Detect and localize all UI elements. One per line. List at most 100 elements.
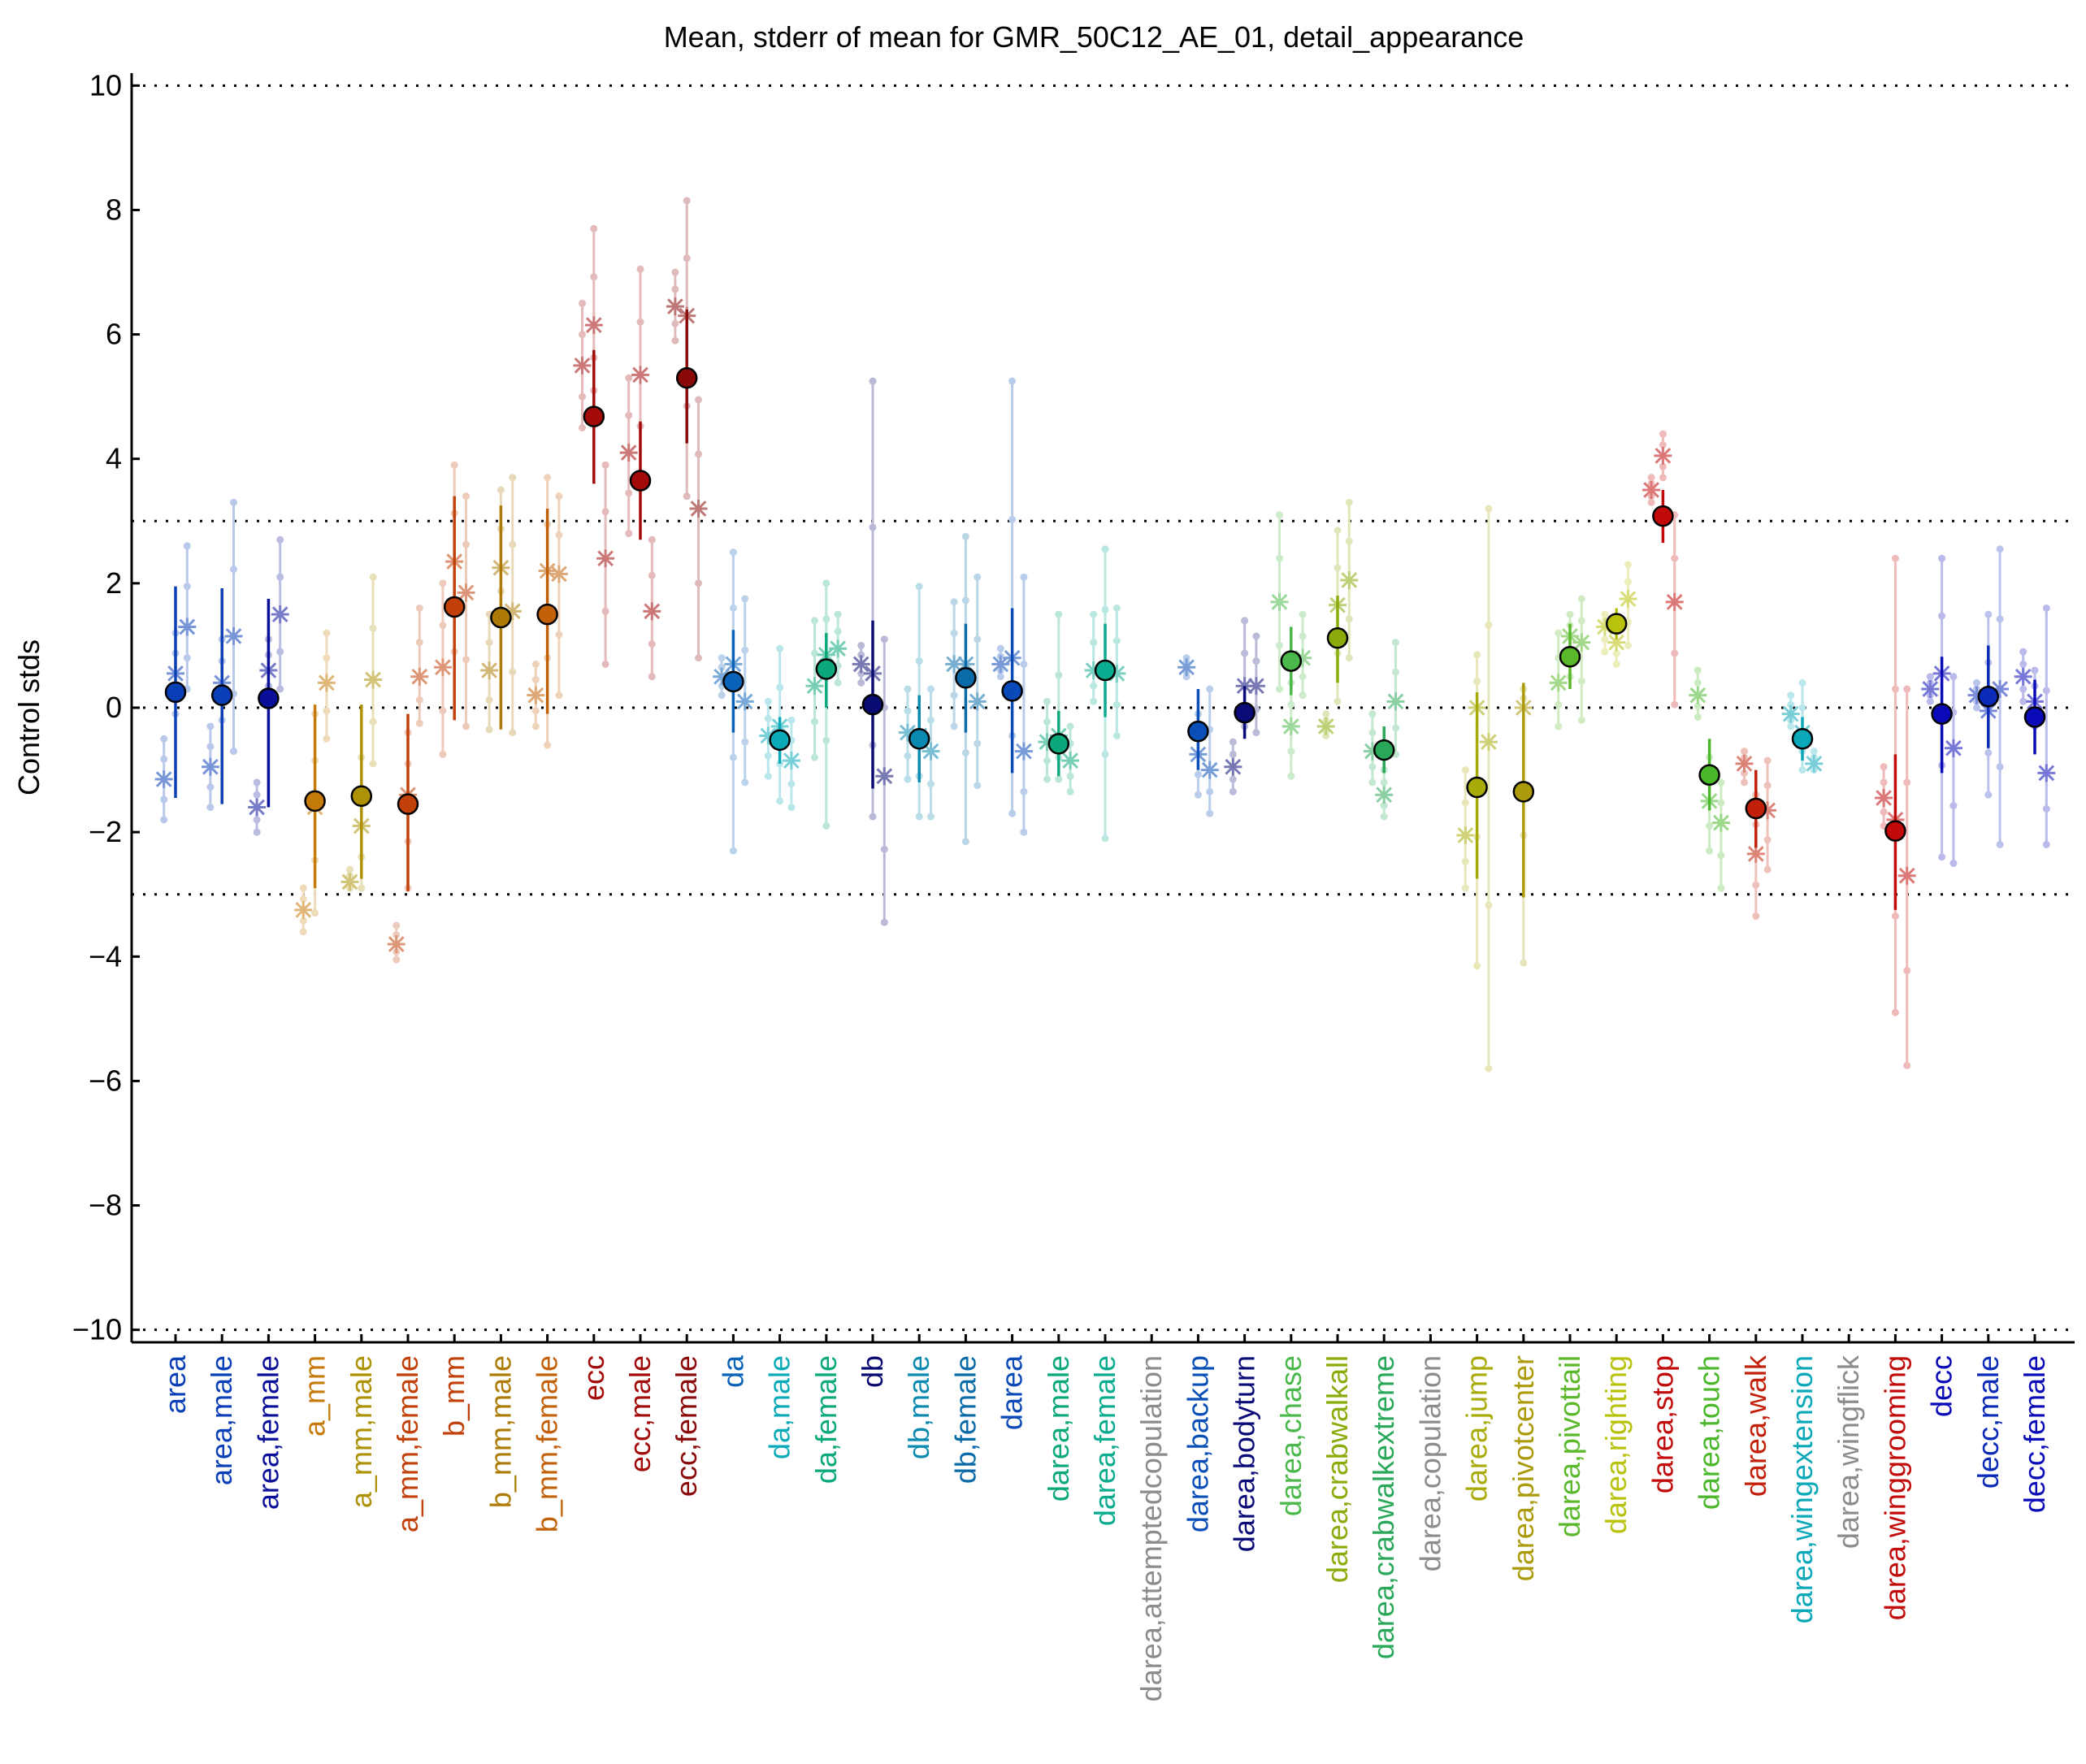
experiment-sample-dot <box>2042 804 2050 813</box>
experiment-sample-dot <box>392 921 401 930</box>
experiment-sample-dot <box>1926 697 1934 705</box>
experiment-sample-dot <box>974 782 982 790</box>
experiment-sample-dot <box>729 847 737 855</box>
x-tick-label: db <box>856 1355 889 1388</box>
experiment-sample-dot <box>1090 610 1098 618</box>
x-tick-label: db,male <box>902 1355 935 1459</box>
mean-marker <box>304 790 326 813</box>
experiment-sample-dot <box>579 423 586 431</box>
experiment-sample-dot <box>1112 637 1121 645</box>
experiment-sample-dot <box>1949 802 1958 810</box>
experiment-sample-dot <box>1694 702 1702 710</box>
category-group <box>1224 617 1265 795</box>
experiment-sample-dot <box>950 691 958 700</box>
x-tick-label: darea,male <box>1042 1355 1075 1502</box>
experiment-sample-dot <box>1741 748 1748 756</box>
mean-marker <box>1559 645 1581 668</box>
experiment-sample-dot <box>1101 750 1109 758</box>
experiment-sample-dot <box>1276 685 1283 693</box>
experiment-sample-dot <box>1368 710 1377 718</box>
asterisk-stroke <box>271 606 288 623</box>
experiment-sample-dot <box>1601 610 1609 618</box>
experiment-sample-dot <box>1090 697 1098 705</box>
experiment-sample-dot <box>787 804 796 812</box>
experiment-sample-dot <box>1392 639 1399 647</box>
mean-marker <box>1001 680 1023 702</box>
asterisk-stroke <box>1248 678 1264 695</box>
x-tick-label: darea,walk <box>1739 1354 1772 1497</box>
experiment-sample-dot <box>299 928 307 936</box>
category-group <box>991 377 1033 836</box>
experiment-sample-dot <box>1520 959 1528 967</box>
experiment-sample-dot <box>1334 564 1342 572</box>
experiment-sample-dot <box>497 486 505 494</box>
experiment-sample-dot <box>1043 756 1051 765</box>
experiment-sample-dot <box>787 716 796 724</box>
experiment-sample-dot <box>1461 884 1469 892</box>
asterisk-stroke <box>783 752 800 769</box>
mean-marker <box>536 603 558 626</box>
mean-marker <box>1884 820 1906 842</box>
y-tick-label: 2 <box>106 566 122 600</box>
experiment-sample-dot <box>961 532 969 540</box>
experiment-sample-dot <box>915 583 923 591</box>
asterisk-stroke <box>202 758 219 775</box>
y-tick-label: 0 <box>106 691 122 724</box>
experiment-sample-dot <box>671 285 679 293</box>
experiment-sample-dot <box>462 722 470 730</box>
experiment-sample-dot <box>1880 808 1888 816</box>
experiment-sample-dot <box>299 917 307 925</box>
experiment-sample-dot <box>683 254 691 262</box>
asterisk-stroke <box>574 358 591 374</box>
mean-marker <box>722 670 744 693</box>
x-tick-label: area,female <box>251 1355 284 1510</box>
experiment-sample-dot <box>974 573 982 581</box>
experiment-sample-dot <box>1659 440 1667 449</box>
experiment-sample-dot <box>601 461 609 469</box>
experiment-sample-dot <box>1763 836 1772 844</box>
experiment-sample-dot <box>950 722 958 730</box>
experiment-sample-dot <box>857 678 865 687</box>
plot-marks <box>154 197 2056 1073</box>
experiment-sample-dot <box>834 678 842 687</box>
asterisk-stroke <box>632 366 648 384</box>
experiment-sample-dot <box>1287 700 1295 709</box>
experiment-sample-dot <box>1601 648 1609 656</box>
x-tick-label: darea,winggrooming <box>1878 1355 1911 1620</box>
category-group <box>480 474 522 737</box>
mean-marker <box>164 681 187 704</box>
experiment-sample-dot <box>1020 660 1028 668</box>
category-group <box>1038 610 1080 795</box>
category-group <box>1735 748 1777 921</box>
asterisk-stroke <box>900 724 916 741</box>
asterisk-stroke <box>1457 827 1474 843</box>
experiment-sample-dot <box>206 804 215 812</box>
category-group <box>1456 505 1498 1073</box>
experiment-sample-dot <box>1577 677 1585 685</box>
experiment-sample-dot <box>160 735 168 743</box>
experiment-mean-asterisk <box>1200 761 1219 779</box>
mean-marker <box>1373 739 1395 761</box>
category-group <box>759 644 800 812</box>
x-tick-label: decc,male <box>1971 1355 2005 1489</box>
experiment-sample-dot <box>1659 462 1667 470</box>
experiment-sample-dot <box>869 523 877 531</box>
asterisk-stroke <box>690 501 707 517</box>
asterisk-stroke <box>922 743 939 760</box>
experiment-mean-asterisk <box>1944 739 1962 757</box>
experiment-sample-dot <box>1555 700 1563 709</box>
experiment-mean-asterisk <box>364 670 383 689</box>
experiment-mean-asterisk <box>1805 754 1824 773</box>
experiment-sample-dot <box>206 722 215 730</box>
asterisk-stroke <box>585 317 602 333</box>
experiment-sample-dot <box>1008 515 1017 523</box>
experiment-sample-dot <box>822 736 830 744</box>
experiment-sample-dot <box>1473 651 1481 659</box>
experiment-sample-dot <box>683 197 691 205</box>
x-tick-label: a_mm,female <box>391 1355 424 1532</box>
experiment-sample-dot <box>1252 632 1260 640</box>
x-tick-label: darea,backup <box>1181 1355 1214 1532</box>
category-group <box>1177 654 1219 817</box>
asterisk-stroke <box>481 662 497 678</box>
experiment-mean-asterisk <box>1247 677 1265 696</box>
